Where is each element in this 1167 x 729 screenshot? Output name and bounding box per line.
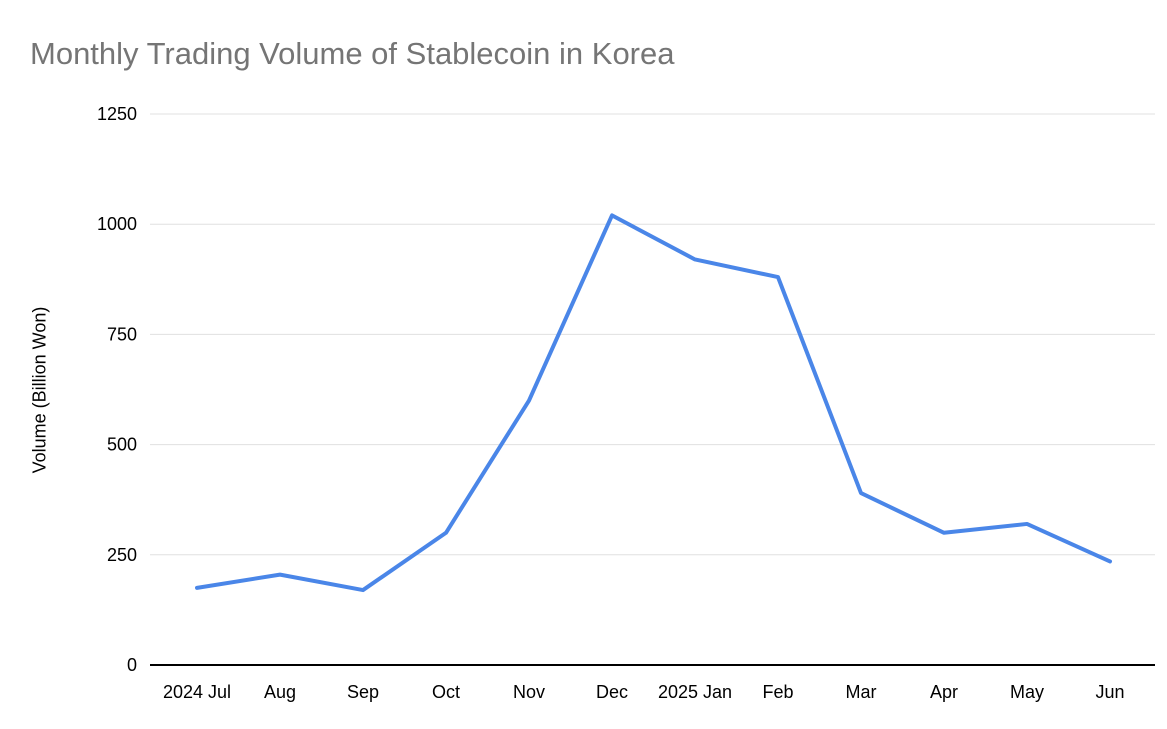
x-tick-label: Mar	[846, 682, 877, 702]
y-tick-label: 250	[107, 545, 137, 565]
y-tick-label: 500	[107, 435, 137, 455]
x-tick-label: Nov	[513, 682, 545, 702]
x-tick-label: Feb	[762, 682, 793, 702]
data-line	[195, 213, 1112, 593]
y-tick-label: 1000	[97, 214, 137, 234]
x-tick-label: 2025 Jan	[658, 682, 732, 702]
x-tick-label: May	[1010, 682, 1044, 702]
y-tick-label: 0	[127, 655, 137, 675]
y-tick-label: 750	[107, 324, 137, 344]
x-tick-label: Apr	[930, 682, 958, 702]
x-tick-label: Jun	[1095, 682, 1124, 702]
x-tick-label: 2024 Jul	[163, 682, 231, 702]
x-tick-label: Sep	[347, 682, 379, 702]
x-tick-label: Oct	[432, 682, 460, 702]
chart-title: Monthly Trading Volume of Stablecoin in …	[30, 36, 675, 71]
y-tick-label: 1250	[97, 104, 137, 124]
x-tick-label: Dec	[596, 682, 628, 702]
x-tick-label: Aug	[264, 682, 296, 702]
y-axis-title: Volume (Billion Won)	[29, 306, 50, 474]
